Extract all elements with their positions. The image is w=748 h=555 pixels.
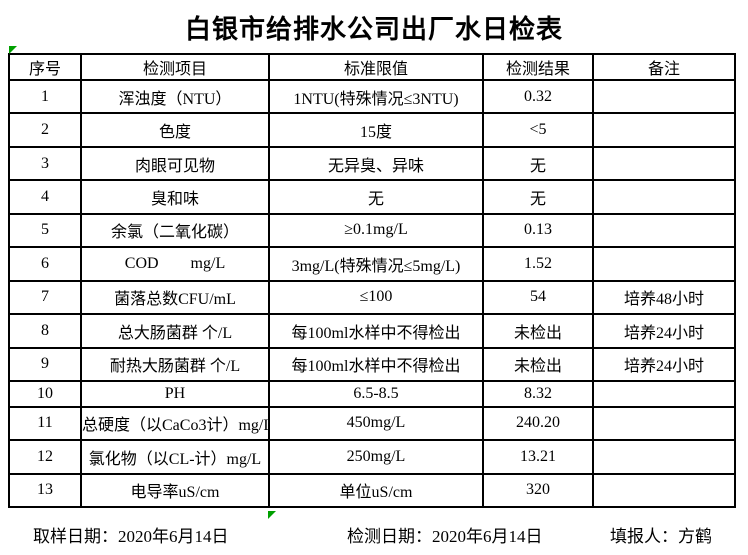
- limit-cell: 单位uS/cm: [268, 472, 484, 509]
- item-cell: 氯化物（以CL-计）mg/L: [80, 439, 270, 475]
- item-cell: 浑浊度（NTU）: [80, 78, 270, 115]
- result-cell: 1.52: [482, 246, 594, 282]
- result-cell: 320: [482, 472, 594, 509]
- note-cell: 培养24小时: [592, 346, 736, 382]
- item-cell: 臭和味: [80, 179, 270, 215]
- limit-cell: 每100ml水样中不得检出: [268, 313, 484, 349]
- result-cell: 无: [482, 179, 594, 215]
- table-row: 1 浑浊度（NTU） 1NTU(特殊情况≤3NTU) 0.32: [8, 78, 736, 115]
- column-header-result: 检测结果: [482, 53, 594, 81]
- column-header-item: 检测项目: [80, 53, 270, 81]
- daily-check-table: 序号 检测项目 标准限值 检测结果 备注 1 浑浊度（NTU） 1NTU(特殊情…: [8, 53, 736, 509]
- serial-cell: 11: [8, 405, 82, 442]
- result-cell: 8.32: [482, 379, 594, 408]
- limit-cell: 1NTU(特殊情况≤3NTU): [268, 78, 484, 115]
- note-cell: [592, 179, 736, 215]
- item-cell: 电导率uS/cm: [80, 472, 270, 509]
- table-row: 5 余氯（二氧化碳） ≥0.1mg/L 0.13: [8, 212, 736, 249]
- result-cell: 54: [482, 279, 594, 316]
- serial-cell: 5: [8, 212, 82, 249]
- table-row: 2 色度 15度 <5: [8, 112, 736, 148]
- note-cell: [592, 379, 736, 408]
- serial-cell: 12: [8, 439, 82, 475]
- limit-cell: 无: [268, 179, 484, 215]
- table-row: 12 氯化物（以CL-计）mg/L 250mg/L 13.21: [8, 439, 736, 475]
- serial-cell: 6: [8, 246, 82, 282]
- limit-cell: 无异臭、异味: [268, 145, 484, 182]
- serial-cell: 13: [8, 472, 82, 509]
- table-row: 4 臭和味 无 无: [8, 179, 736, 215]
- item-cell: 色度: [80, 112, 270, 148]
- item-cell: 耐热大肠菌群 个/L: [80, 346, 270, 382]
- table-row: 10 PH 6.5-8.5 8.32: [8, 379, 736, 408]
- serial-cell: 10: [8, 379, 82, 408]
- table-row: 6 COD mg/L 3mg/L(特殊情况≤5mg/L) 1.52: [8, 246, 736, 282]
- page-title: 白银市给排水公司出厂水日检表: [184, 15, 563, 44]
- item-cell: 总大肠菌群 个/L: [80, 313, 270, 349]
- note-cell: [592, 439, 736, 475]
- column-header-limit: 标准限值: [268, 53, 484, 81]
- table-row: 13 电导率uS/cm 单位uS/cm 320: [8, 472, 736, 509]
- limit-cell: ≤100: [268, 279, 484, 316]
- note-cell: [592, 212, 736, 249]
- table-header-row: 序号 检测项目 标准限值 检测结果 备注: [8, 53, 736, 81]
- table-row: 8 总大肠菌群 个/L 每100ml水样中不得检出 未检出 培养24小时: [8, 313, 736, 349]
- result-cell: 无: [482, 145, 594, 182]
- limit-cell: 15度: [268, 112, 484, 148]
- testing-date: 检测日期：2020年6月14日: [347, 527, 543, 546]
- result-cell: 13.21: [482, 439, 594, 475]
- note-cell: [592, 472, 736, 509]
- item-cell: 菌落总数CFU/mL: [80, 279, 270, 316]
- item-cell: COD mg/L: [80, 246, 270, 282]
- note-cell: 培养24小时: [592, 313, 736, 349]
- item-cell: 肉眼可见物: [80, 145, 270, 182]
- serial-cell: 2: [8, 112, 82, 148]
- serial-cell: 4: [8, 179, 82, 215]
- item-cell: 总硬度（以CaCo3计）mg/L: [80, 405, 270, 442]
- result-cell: 0.32: [482, 78, 594, 115]
- limit-cell: 250mg/L: [268, 439, 484, 475]
- serial-cell: 9: [8, 346, 82, 382]
- limit-cell: 每100ml水样中不得检出: [268, 346, 484, 382]
- serial-cell: 8: [8, 313, 82, 349]
- result-cell: <5: [482, 112, 594, 148]
- note-cell: [592, 246, 736, 282]
- limit-cell: ≥0.1mg/L: [268, 212, 484, 249]
- result-cell: 0.13: [482, 212, 594, 249]
- note-cell: 培养48小时: [592, 279, 736, 316]
- table-row: 11 总硬度（以CaCo3计）mg/L 450mg/L 240.20: [8, 405, 736, 442]
- result-cell: 240.20: [482, 405, 594, 442]
- item-cell: PH: [80, 379, 270, 408]
- limit-cell: 3mg/L(特殊情况≤5mg/L): [268, 246, 484, 282]
- note-cell: [592, 405, 736, 442]
- result-cell: 未检出: [482, 313, 594, 349]
- serial-cell: 7: [8, 279, 82, 316]
- sampling-date: 取样日期：2020年6月14日: [33, 527, 229, 546]
- cell-error-indicator-icon: [9, 46, 17, 54]
- item-cell: 余氯（二氧化碳）: [80, 212, 270, 249]
- note-cell: [592, 145, 736, 182]
- reporter: 填报人：方鹤: [610, 527, 712, 546]
- note-cell: [592, 78, 736, 115]
- table-row: 9 耐热大肠菌群 个/L 每100ml水样中不得检出 未检出 培养24小时: [8, 346, 736, 382]
- serial-cell: 3: [8, 145, 82, 182]
- table-row: 7 菌落总数CFU/mL ≤100 54 培养48小时: [8, 279, 736, 316]
- result-cell: 未检出: [482, 346, 594, 382]
- table-body: 1 浑浊度（NTU） 1NTU(特殊情况≤3NTU) 0.32 2 色度 15度…: [8, 78, 736, 509]
- limit-cell: 450mg/L: [268, 405, 484, 442]
- limit-cell: 6.5-8.5: [268, 379, 484, 408]
- column-header-note: 备注: [592, 53, 736, 81]
- column-header-serial: 序号: [8, 53, 82, 81]
- note-cell: [592, 112, 736, 148]
- selection-handle-icon: [268, 511, 276, 519]
- serial-cell: 1: [8, 78, 82, 115]
- table-row: 3 肉眼可见物 无异臭、异味 无: [8, 145, 736, 182]
